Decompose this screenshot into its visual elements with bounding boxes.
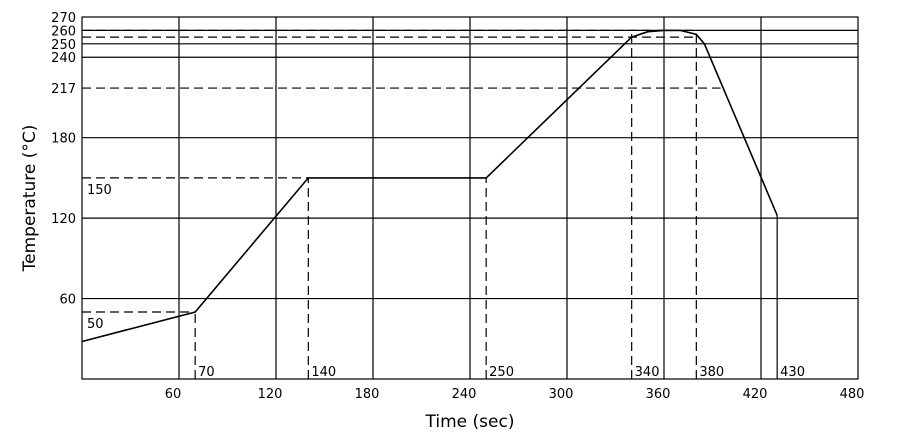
x-tick-labels: 60 120 180 240 300 360 420 480 xyxy=(165,387,865,402)
x-tick-label: 480 xyxy=(840,387,865,402)
y-marker-label: 150 xyxy=(87,183,112,198)
x-tick-label: 300 xyxy=(549,387,574,402)
y-tick-label: 120 xyxy=(51,212,76,227)
annotation-labels: 70 140 250 340 380 430 50 150 xyxy=(87,183,805,380)
y-tick-label: 260 xyxy=(51,24,76,39)
plot-frame xyxy=(81,16,859,380)
x-marker-label: 250 xyxy=(489,365,514,380)
x-axis-label: Time (sec) xyxy=(425,412,515,432)
temperature-profile-line xyxy=(81,29,778,343)
y-tick-label: 180 xyxy=(51,132,76,147)
dashed-guides xyxy=(82,29,721,379)
y-tick-label: 270 xyxy=(51,11,76,26)
x-marker-label: 340 xyxy=(635,365,660,380)
x-tick-label: 360 xyxy=(646,387,671,402)
y-tick-label: 60 xyxy=(59,293,76,308)
y-axis-label: Temperature (°C) xyxy=(20,125,40,273)
x-tick-label: 420 xyxy=(743,387,768,402)
x-tick-label: 240 xyxy=(452,387,477,402)
y-tick-label: 250 xyxy=(51,38,76,53)
x-tick-label: 180 xyxy=(355,387,380,402)
x-marker-label: 430 xyxy=(780,365,805,380)
x-marker-label: 70 xyxy=(198,365,215,380)
y-marker-label: 50 xyxy=(87,317,104,332)
x-tick-label: 120 xyxy=(258,387,283,402)
x-marker-label: 140 xyxy=(311,365,336,380)
x-tick-label: 60 xyxy=(165,387,182,402)
y-tick-label: 240 xyxy=(51,51,76,66)
x-marker-label: 380 xyxy=(699,365,724,380)
y-tick-label: 217 xyxy=(51,82,76,97)
grid-lines xyxy=(82,17,858,379)
